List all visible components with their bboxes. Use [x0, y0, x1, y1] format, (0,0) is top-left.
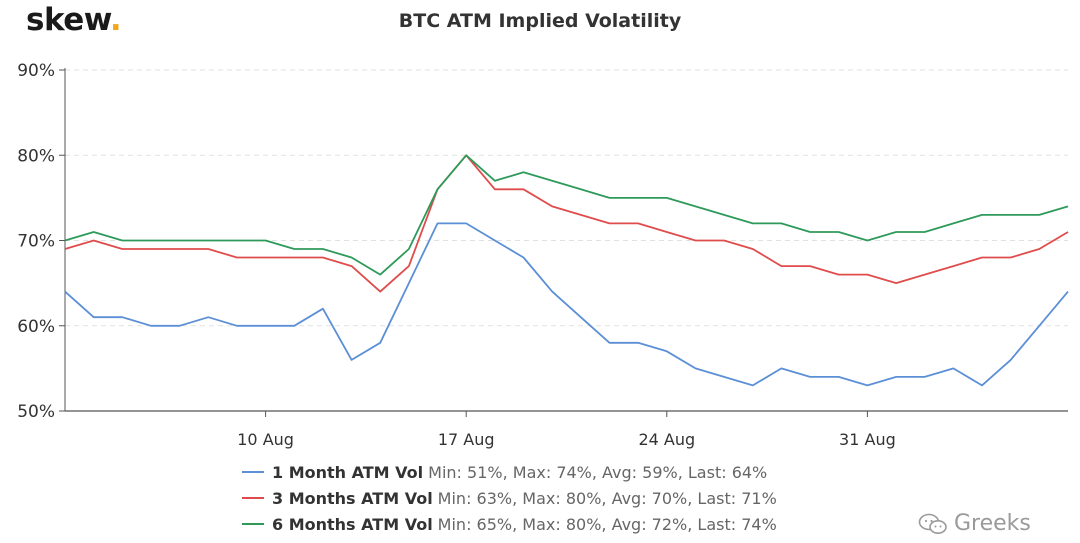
brand-dot: . — [109, 2, 122, 38]
x-tick-label: 24 Aug — [638, 430, 695, 449]
series-lines — [64, 154, 1069, 387]
legend-swatch-6m — [242, 523, 264, 525]
x-tick-label: 10 Aug — [237, 430, 294, 449]
wechat-icon — [918, 513, 947, 534]
x-tick-label: 31 Aug — [839, 430, 896, 449]
legend-swatch-1m — [242, 471, 264, 473]
legend-item-1m[interactable]: 1 Month ATM Vol Min: 51%, Max: 74%, Avg:… — [242, 459, 777, 485]
grid-lines — [65, 69, 1068, 327]
skew-logo: skew. — [26, 2, 122, 38]
brand-name: skew — [26, 2, 110, 38]
series-line-1m — [64, 222, 1069, 387]
y-tick-label: 90% — [17, 61, 55, 81]
legend-series-stats: Min: 63%, Max: 80%, Avg: 70%, Last: 71% — [437, 488, 777, 508]
legend-series-stats: Min: 51%, Max: 74%, Avg: 59%, Last: 64% — [428, 462, 768, 482]
x-tick-label: 17 Aug — [438, 430, 495, 449]
series-line-3m — [64, 154, 1069, 293]
legend-series-name: 1 Month ATM Vol — [272, 462, 424, 482]
legend-item-3m[interactable]: 3 Months ATM Vol Min: 63%, Max: 80%, Avg… — [242, 485, 777, 511]
legend-item-6m[interactable]: 6 Months ATM Vol Min: 65%, Max: 80%, Avg… — [242, 511, 777, 537]
chart-title: BTC ATM Implied Volatility — [398, 10, 682, 32]
y-tick-label: 70% — [17, 232, 55, 252]
legend-series-name: 6 Months ATM Vol — [272, 514, 433, 534]
watermark-text: Greeks — [954, 511, 1031, 536]
series-line-6m — [64, 154, 1069, 276]
y-tick-label: 50% — [17, 402, 55, 422]
legend-series-name: 3 Months ATM Vol — [272, 488, 433, 508]
legend-series-stats: Min: 65%, Max: 80%, Avg: 72%, Last: 74% — [437, 514, 777, 534]
y-tick-label: 60% — [17, 317, 55, 337]
legend-swatch-3m — [242, 497, 264, 499]
axes: 50% 60% 70% 80% 90% 10 Aug 17 Aug 24 Aug 31 Aug — [17, 61, 1068, 449]
y-tick-label: 80% — [17, 146, 55, 166]
chart-legend: 1 Month ATM Vol Min: 51%, Max: 74%, Avg:… — [242, 459, 777, 537]
greeks-watermark: Greeks — [918, 511, 1031, 536]
